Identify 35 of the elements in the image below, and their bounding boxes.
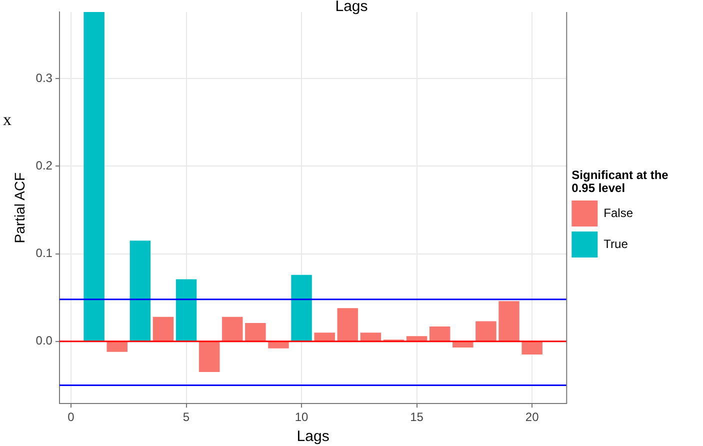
y-tick-label: 0.2	[36, 158, 53, 172]
legend-label: False	[604, 206, 634, 220]
x-axis-title: Lags	[296, 428, 330, 446]
bar	[106, 342, 128, 352]
bar	[360, 332, 382, 341]
y-axis-title: Partial ACF	[11, 172, 28, 244]
bar	[429, 326, 450, 341]
x-tick-label: 5	[182, 410, 190, 424]
bar	[476, 321, 496, 341]
bar	[268, 342, 289, 348]
x-tick-label: 10	[294, 410, 309, 424]
text: x	[3, 110, 12, 130]
bar	[152, 316, 174, 341]
bar	[337, 308, 358, 341]
bar	[314, 332, 335, 341]
y-tick-label: 0.1	[36, 246, 53, 260]
bar	[130, 240, 151, 341]
legend-title: Significant at the 0.95 level	[572, 168, 670, 194]
x-tick-label: 20	[525, 410, 540, 424]
x-tick-label: 15	[410, 410, 424, 424]
y-tick-label: 0.3	[36, 70, 53, 85]
bar	[498, 301, 520, 341]
bar	[522, 342, 542, 355]
bar	[406, 336, 428, 341]
legend-label: True	[604, 236, 628, 251]
bar	[452, 342, 474, 348]
bar	[222, 316, 243, 341]
bar	[198, 342, 220, 372]
bar	[245, 323, 266, 341]
x-tick-label: 0	[68, 410, 75, 424]
bar	[291, 274, 312, 341]
bar	[176, 279, 197, 341]
chart-title: Lags	[334, 0, 369, 15]
bar	[84, 12, 104, 341]
y-tick-label: 0.0	[36, 334, 53, 348]
